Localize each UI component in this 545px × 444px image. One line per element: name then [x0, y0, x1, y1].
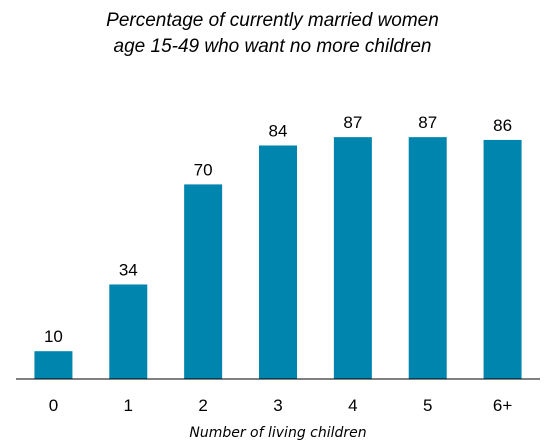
x-tick-labels-group: 0 1 2 3 4 5 6+	[49, 396, 513, 415]
bar-3	[259, 145, 297, 379]
x-tick-label-4: 4	[348, 396, 357, 415]
value-label-2: 70	[194, 160, 213, 179]
x-tick-label-1: 1	[124, 396, 133, 415]
bar-5	[408, 137, 447, 379]
chart-title-line-1: Percentage of currently married women	[106, 10, 439, 31]
value-label-3: 84	[269, 121, 288, 140]
value-label-4: 87	[343, 113, 362, 132]
value-label-0: 10	[44, 327, 63, 346]
bar-6+	[483, 139, 522, 379]
bar-2	[184, 184, 223, 379]
x-tick-label-3: 3	[273, 396, 282, 415]
bar-1	[109, 284, 148, 379]
x-tick-label-2: 2	[198, 396, 207, 415]
x-tick-label-6+: 6+	[493, 396, 512, 415]
x-axis-title: Number of living children	[189, 425, 366, 441]
x-tick-label-5: 5	[423, 396, 432, 415]
value-label-6+: 86	[493, 116, 512, 135]
bar-0	[34, 351, 73, 379]
value-label-1: 34	[119, 260, 138, 279]
chart-title-line-2: age 15-49 who want no more children	[113, 36, 432, 57]
value-label-5: 87	[418, 113, 437, 132]
bar-4	[333, 137, 372, 379]
x-tick-label-0: 0	[49, 396, 58, 415]
chart-title: Percentage of currently married women ag…	[0, 8, 545, 60]
value-labels-group: 10 34 70 84 87 87 86	[44, 113, 512, 346]
bars-group	[34, 137, 522, 379]
